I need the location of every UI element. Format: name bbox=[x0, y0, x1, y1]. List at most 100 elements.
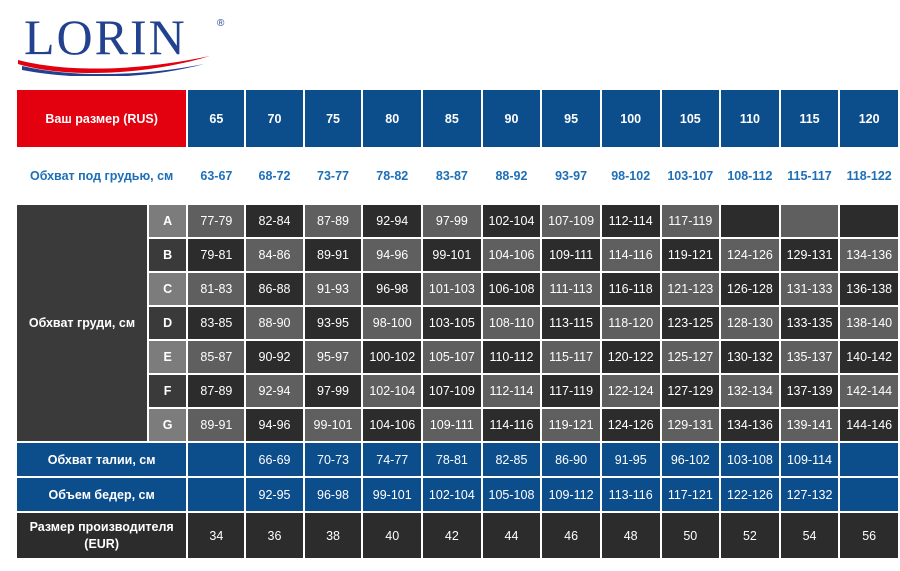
eur-size-cell: 56 bbox=[840, 513, 898, 558]
hips-label: Объем бедер, см bbox=[17, 478, 187, 511]
waist-cell: 109-114 bbox=[780, 443, 839, 476]
bust-cell: 115-117 bbox=[542, 341, 600, 373]
bust-label: Обхват груди, см bbox=[17, 205, 147, 441]
bust-cell: 125-127 bbox=[661, 341, 720, 373]
bust-cell: 114-116 bbox=[601, 239, 660, 271]
rus-size-cell: 90 bbox=[482, 90, 541, 147]
bust-cell: 104-106 bbox=[482, 239, 541, 271]
bust-cell: 111-113 bbox=[542, 273, 600, 305]
underbust-cell: 83-87 bbox=[423, 149, 481, 203]
waist-label: Обхват талии, см bbox=[17, 443, 187, 476]
bust-cell: 113-115 bbox=[542, 307, 600, 339]
cup-letter: D bbox=[148, 307, 187, 339]
waist-cell: 66-69 bbox=[246, 443, 303, 476]
bust-cell: 105-107 bbox=[423, 341, 481, 373]
bust-cell: 119-121 bbox=[542, 409, 600, 441]
rus-size-cell: 80 bbox=[363, 90, 422, 147]
eur-size-cell: 54 bbox=[780, 513, 839, 558]
bust-cell: 102-104 bbox=[363, 375, 422, 407]
bust-cell: 89-91 bbox=[188, 409, 245, 441]
rus-size-cell: 75 bbox=[304, 90, 362, 147]
eur-size-cell: 40 bbox=[363, 513, 422, 558]
bust-cell: 117-119 bbox=[661, 205, 720, 237]
rus-size-cell: 100 bbox=[601, 90, 660, 147]
underbust-cell: 103-107 bbox=[661, 149, 720, 203]
bust-cell: 144-146 bbox=[840, 409, 898, 441]
bust-row: F 87-89 92-94 97-99 102-104 107-109 112-114 117… bbox=[17, 375, 898, 407]
bust-cell: 100-102 bbox=[363, 341, 422, 373]
bust-cell: 121-123 bbox=[661, 273, 720, 305]
bust-cell: 139-141 bbox=[780, 409, 839, 441]
eur-size-label: Размер производителя (EUR) bbox=[17, 513, 187, 558]
rus-size-cell: 120 bbox=[840, 90, 898, 147]
bust-cell: 107-109 bbox=[423, 375, 481, 407]
hips-cell bbox=[188, 478, 245, 511]
waist-cell: 70-73 bbox=[304, 443, 362, 476]
bust-cell: 123-125 bbox=[661, 307, 720, 339]
cup-letter: A bbox=[148, 205, 187, 237]
bust-cell: 106-108 bbox=[482, 273, 541, 305]
hips-row: Объем бедер, см 92-95 96-98 99-101 102-104 10… bbox=[17, 478, 898, 511]
bust-cell: 117-119 bbox=[542, 375, 600, 407]
underbust-row: Обхват под грудью, см 63-67 68-72 73-77 78-8… bbox=[17, 149, 898, 203]
bust-cell: 99-101 bbox=[304, 409, 362, 441]
underbust-cell: 88-92 bbox=[482, 149, 541, 203]
bust-cell: 134-136 bbox=[721, 409, 779, 441]
bust-cell: 93-95 bbox=[304, 307, 362, 339]
bust-cell: 97-99 bbox=[423, 205, 481, 237]
eur-size-cell: 46 bbox=[542, 513, 600, 558]
bust-cell: 82-84 bbox=[246, 205, 303, 237]
hips-cell: 109-112 bbox=[542, 478, 600, 511]
bust-cell: 81-83 bbox=[188, 273, 245, 305]
hips-cell: 122-126 bbox=[721, 478, 779, 511]
waist-row: Обхват талии, см 66-69 70-73 74-77 78-81 82-8… bbox=[17, 443, 898, 476]
bust-cell: 120-122 bbox=[601, 341, 660, 373]
hips-cell: 105-108 bbox=[482, 478, 541, 511]
bust-cell: 92-94 bbox=[246, 375, 303, 407]
bust-cell: 129-131 bbox=[661, 409, 720, 441]
bust-cell: 124-126 bbox=[601, 409, 660, 441]
bust-cell: 132-134 bbox=[721, 375, 779, 407]
underbust-cell: 63-67 bbox=[188, 149, 245, 203]
rus-size-cell: 85 bbox=[423, 90, 481, 147]
hips-cell: 92-95 bbox=[246, 478, 303, 511]
bust-row: Обхват груди, см A 77-79 82-84 87-89 92-94 97-… bbox=[17, 205, 898, 441]
bust-cell: 122-124 bbox=[601, 375, 660, 407]
bust-cell: 112-114 bbox=[482, 375, 541, 407]
bust-row: G 89-91 94-96 99-101 104-106 109-111 114-116 11… bbox=[17, 409, 898, 441]
underbust-cell: 108-112 bbox=[721, 149, 779, 203]
underbust-cell: 73-77 bbox=[304, 149, 362, 203]
eur-size-cell: 50 bbox=[661, 513, 720, 558]
bust-row: C 81-83 86-88 91-93 96-98 101-103 106-108 111-1… bbox=[17, 273, 898, 305]
waist-cell: 78-81 bbox=[423, 443, 481, 476]
bust-cell: 84-86 bbox=[246, 239, 303, 271]
underbust-cell: 115-117 bbox=[780, 149, 839, 203]
bust-cell: 90-92 bbox=[246, 341, 303, 373]
hips-cell bbox=[840, 478, 898, 511]
header-row: Ваш размер (RUS) 65 70 75 80 85 90 95 100 105 110 1… bbox=[17, 90, 898, 147]
bust-cell: 87-89 bbox=[304, 205, 362, 237]
bust-cell bbox=[780, 205, 839, 237]
bust-cell: 138-140 bbox=[840, 307, 898, 339]
underbust-cell: 68-72 bbox=[246, 149, 303, 203]
bust-cell: 137-139 bbox=[780, 375, 839, 407]
eur-size-cell: 36 bbox=[246, 513, 303, 558]
bust-cell: 127-129 bbox=[661, 375, 720, 407]
cup-letter: G bbox=[148, 409, 187, 441]
rus-size-cell: 110 bbox=[721, 90, 779, 147]
hips-cell: 117-121 bbox=[661, 478, 720, 511]
brand-name: LORIN bbox=[24, 9, 187, 65]
bust-cell: 91-93 bbox=[304, 273, 362, 305]
bust-cell: 92-94 bbox=[363, 205, 422, 237]
bust-cell: 89-91 bbox=[304, 239, 362, 271]
bust-cell: 102-104 bbox=[482, 205, 541, 237]
bust-cell: 128-130 bbox=[721, 307, 779, 339]
bust-cell bbox=[840, 205, 898, 237]
waist-cell bbox=[840, 443, 898, 476]
bust-cell: 99-101 bbox=[423, 239, 481, 271]
bust-cell: 85-87 bbox=[188, 341, 245, 373]
hips-cell: 99-101 bbox=[363, 478, 422, 511]
bust-cell: 94-96 bbox=[246, 409, 303, 441]
bust-cell: 104-106 bbox=[363, 409, 422, 441]
bust-cell: 79-81 bbox=[188, 239, 245, 271]
